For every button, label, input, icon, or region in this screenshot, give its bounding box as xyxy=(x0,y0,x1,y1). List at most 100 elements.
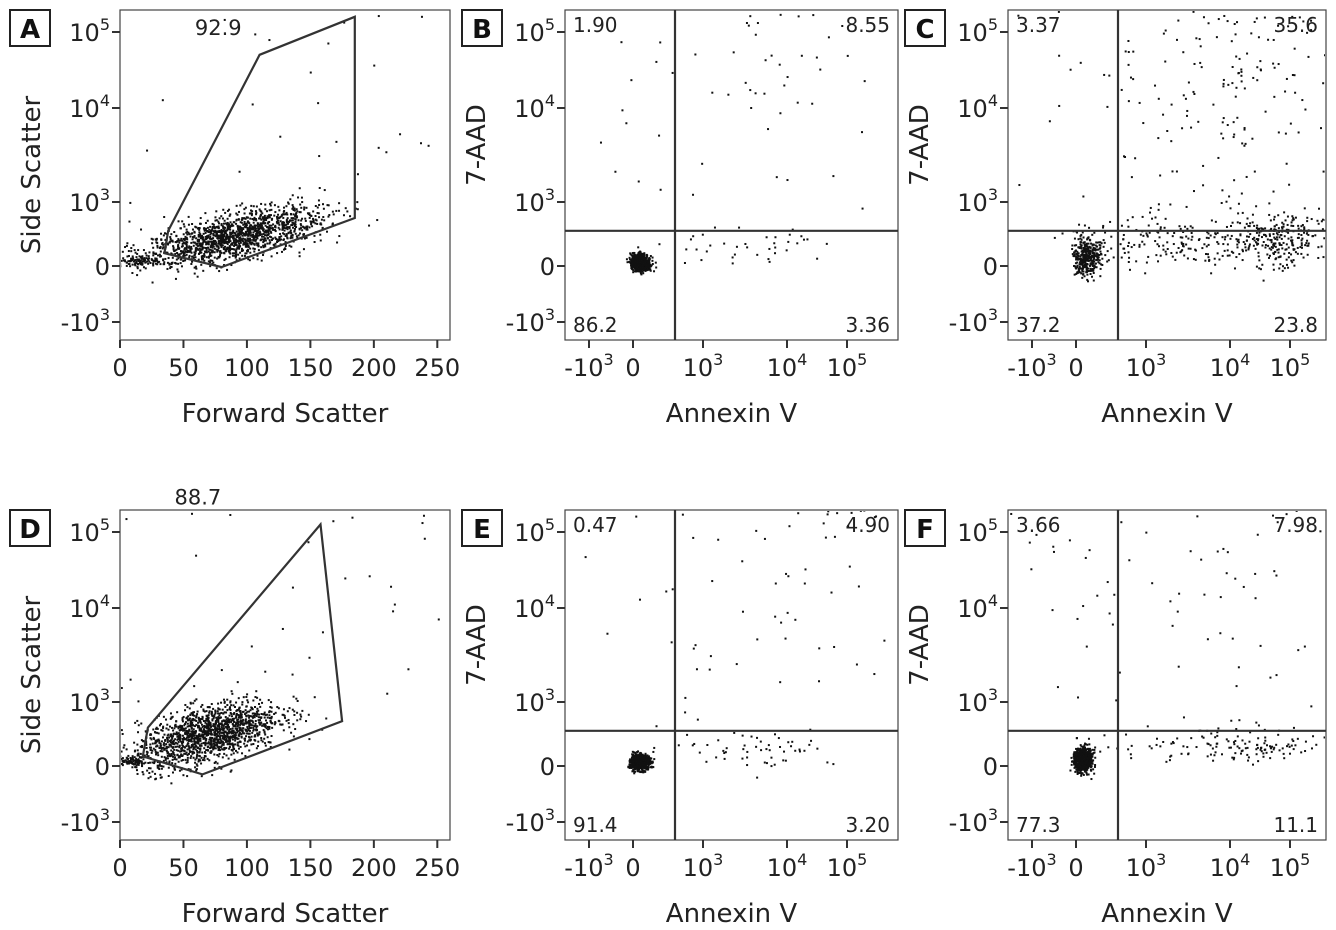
x-axis-title: Forward Scatter xyxy=(182,899,389,929)
data-point xyxy=(239,251,242,254)
data-point xyxy=(223,738,226,741)
data-point xyxy=(205,749,208,752)
data-point xyxy=(188,733,191,736)
data-point xyxy=(634,257,637,260)
data-point xyxy=(300,224,303,227)
data-point xyxy=(211,714,214,717)
data-point xyxy=(222,712,225,715)
data-point xyxy=(196,238,199,241)
data-point xyxy=(1170,252,1173,255)
data-point xyxy=(223,242,226,245)
data-point xyxy=(207,234,210,237)
data-point xyxy=(239,241,242,244)
data-point xyxy=(241,723,244,726)
data-point xyxy=(228,742,231,745)
data-point xyxy=(174,249,177,252)
data-point xyxy=(298,255,301,258)
scatter-points xyxy=(599,13,866,276)
data-point xyxy=(233,243,236,246)
data-point xyxy=(200,742,203,745)
data-point xyxy=(256,242,259,245)
data-point xyxy=(121,265,122,268)
data-point xyxy=(1276,233,1279,236)
data-point xyxy=(639,271,642,274)
data-point xyxy=(143,754,146,757)
data-point xyxy=(215,225,218,228)
data-point xyxy=(189,756,192,759)
data-point xyxy=(210,710,213,713)
data-point xyxy=(190,735,193,738)
data-point xyxy=(1240,68,1243,71)
data-point xyxy=(248,710,251,713)
data-point xyxy=(229,700,232,703)
data-point xyxy=(248,732,251,735)
data-point xyxy=(1302,20,1305,23)
data-point xyxy=(197,252,200,255)
data-point xyxy=(165,251,168,254)
data-point xyxy=(219,728,222,731)
data-point xyxy=(172,245,175,248)
data-point xyxy=(1122,233,1125,236)
data-point xyxy=(1306,244,1309,247)
data-point xyxy=(1281,226,1284,229)
data-point xyxy=(223,219,226,222)
data-point xyxy=(213,761,216,764)
x-tick-label: 104 xyxy=(1210,350,1251,382)
data-point xyxy=(275,221,278,224)
data-point xyxy=(131,263,134,266)
data-point xyxy=(169,266,172,269)
data-point xyxy=(644,267,647,270)
data-point xyxy=(269,720,272,723)
x-tick-label: 0 xyxy=(1068,354,1083,382)
data-point xyxy=(141,263,144,266)
data-point xyxy=(238,733,241,736)
data-point xyxy=(1277,256,1280,259)
x-tick-exponent: 5 xyxy=(857,350,867,369)
data-point xyxy=(129,756,132,759)
data-point xyxy=(198,733,201,736)
data-point xyxy=(293,207,296,210)
data-point xyxy=(1155,254,1158,257)
data-point xyxy=(169,744,172,747)
data-point xyxy=(162,725,165,728)
data-point xyxy=(221,233,224,236)
y-tick-base: 10 xyxy=(69,595,100,623)
data-point xyxy=(173,743,176,746)
data-point xyxy=(239,716,242,719)
data-point xyxy=(229,233,232,236)
data-point xyxy=(1290,224,1293,227)
data-point xyxy=(202,246,205,249)
data-point xyxy=(268,714,271,717)
data-point xyxy=(1237,72,1240,75)
data-point xyxy=(266,233,269,236)
data-point xyxy=(261,701,264,704)
data-point xyxy=(224,250,227,253)
data-point xyxy=(173,231,176,234)
data-point xyxy=(1247,247,1250,250)
data-point xyxy=(255,224,258,227)
data-point xyxy=(199,759,202,762)
data-point xyxy=(1092,279,1095,282)
data-point xyxy=(306,225,309,228)
data-point xyxy=(264,243,267,246)
data-point xyxy=(1086,254,1089,257)
data-point xyxy=(151,749,154,752)
data-point xyxy=(1090,254,1093,257)
data-point xyxy=(201,237,204,240)
data-point xyxy=(273,214,276,217)
data-point xyxy=(253,229,256,232)
data-point xyxy=(268,235,271,238)
data-point xyxy=(224,249,227,252)
data-point xyxy=(1154,216,1157,219)
data-point xyxy=(238,234,241,237)
data-point xyxy=(220,224,223,227)
data-point xyxy=(190,740,193,743)
data-point xyxy=(180,759,183,762)
data-point xyxy=(1181,236,1184,239)
data-point xyxy=(245,232,248,235)
data-point xyxy=(217,256,220,259)
data-point xyxy=(1084,259,1087,262)
data-point-outlier xyxy=(763,92,766,95)
data-point xyxy=(1075,252,1078,255)
data-point xyxy=(152,736,155,739)
